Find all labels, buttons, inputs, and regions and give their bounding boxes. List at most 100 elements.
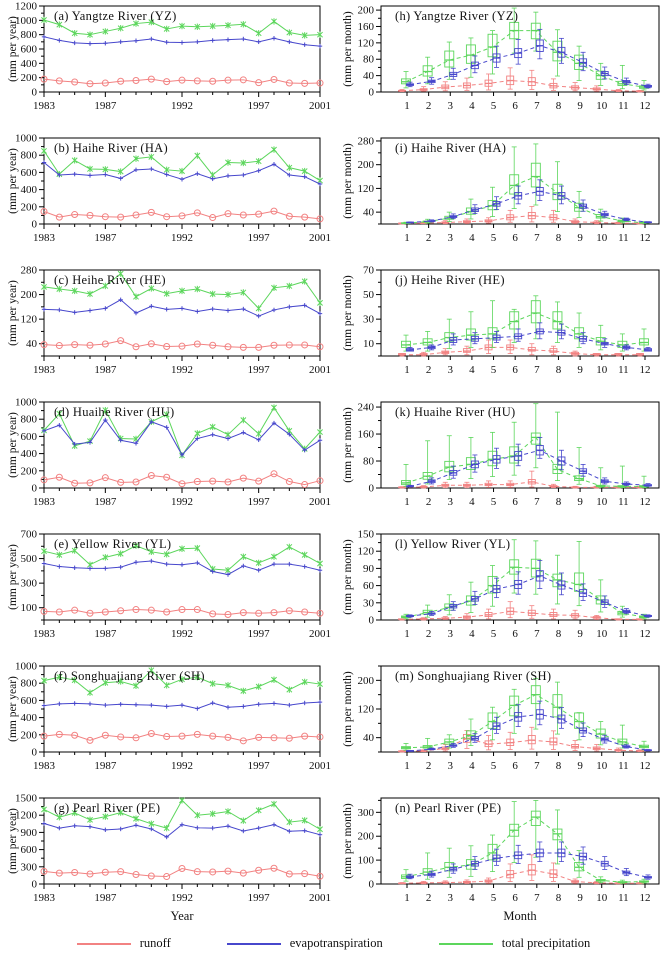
svg-text:10: 10 (596, 892, 608, 904)
svg-text:1500: 1500 (15, 793, 38, 805)
figure-row-4: 0 200 400 600 800 1000 1983 1987 1992 1997 2001 (d… (0, 396, 667, 528)
svg-text:6: 6 (512, 760, 518, 772)
y-axis-label: (mm per month) (342, 143, 354, 219)
legend-item-runoff: runoff (76, 936, 171, 951)
svg-text:10: 10 (596, 232, 608, 244)
svg-text:400: 400 (21, 184, 38, 196)
svg-text:30: 30 (363, 314, 375, 326)
svg-text:1983: 1983 (33, 760, 56, 772)
panel-title: (e) Yellow River (YL) (54, 537, 172, 551)
y-axis-label: (mm per year) (7, 148, 19, 214)
chart-yellow-annual: 100 300 500 700 1983 1987 1992 1997 2001 (21, 529, 332, 641)
svg-text:100: 100 (358, 855, 375, 867)
legend-item-total-precipitation: total precipitation (438, 936, 590, 951)
svg-text:0: 0 (369, 879, 375, 891)
svg-text:200: 200 (21, 465, 38, 477)
panel-m-songhuajiang-monthly: 40 120 200 1 2 3 4 5 6 7 8 9 10 11 12 (m) Songhuajiang… (335, 660, 667, 792)
svg-text:2001: 2001 (309, 628, 331, 640)
svg-text:2: 2 (426, 760, 432, 772)
svg-text:1992: 1992 (171, 232, 193, 244)
svg-text:8: 8 (556, 892, 562, 904)
chart-heihe-annual: 40 120 200 280 1983 1987 1992 1997 2001 (21, 265, 332, 377)
svg-text:1997: 1997 (248, 364, 271, 376)
svg-text:0: 0 (369, 87, 375, 99)
svg-text:800: 800 (21, 678, 38, 690)
svg-text:4: 4 (469, 892, 475, 904)
svg-text:1200: 1200 (15, 1, 38, 13)
svg-text:1987: 1987 (94, 364, 117, 376)
svg-text:4: 4 (469, 496, 475, 508)
svg-text:6: 6 (512, 496, 518, 508)
svg-text:9: 9 (577, 496, 583, 508)
svg-text:40: 40 (26, 338, 38, 350)
svg-text:7: 7 (534, 892, 540, 904)
y-axis-label: (mm per year) (7, 544, 19, 610)
svg-text:12: 12 (640, 760, 651, 772)
svg-text:5: 5 (491, 232, 497, 244)
y-axis-label: (mm per year) (7, 280, 19, 346)
svg-text:8: 8 (556, 232, 562, 244)
svg-text:4: 4 (469, 232, 475, 244)
svg-text:500: 500 (21, 553, 38, 565)
svg-text:12: 12 (640, 628, 651, 640)
svg-text:12: 12 (640, 496, 651, 508)
svg-text:600: 600 (21, 431, 38, 443)
svg-text:8: 8 (556, 760, 562, 772)
svg-text:280: 280 (358, 135, 375, 147)
svg-text:40: 40 (363, 70, 375, 82)
svg-text:9: 9 (577, 232, 583, 244)
legend-label: runoff (139, 936, 171, 950)
svg-text:9: 9 (577, 892, 583, 904)
svg-text:2: 2 (426, 892, 432, 904)
svg-text:50: 50 (363, 289, 375, 301)
svg-text:5: 5 (491, 628, 497, 640)
y-axis-label: (mm per month) (342, 671, 354, 747)
svg-text:1992: 1992 (171, 760, 193, 772)
evapotranspiration-line-swatch (226, 942, 281, 945)
y-axis-label: (mm per month) (342, 539, 354, 615)
chart-haihe-annual: 0 200 400 600 800 1000 1983 1987 1992 1997 2001 (15, 133, 331, 245)
svg-text:70: 70 (363, 265, 375, 277)
panel-g-pearl-annual: 0 300 600 900 1200 1500 1983 1987 1992 1997 2001 (… (0, 792, 335, 924)
chart-pearl-annual: 0 300 600 900 1200 1500 1983 1987 1992 1997 2001 (15, 793, 331, 905)
svg-text:200: 200 (21, 201, 38, 213)
svg-text:1997: 1997 (248, 496, 271, 508)
panel-title: (h) Yangtze River (YZ) (395, 9, 519, 23)
svg-text:90: 90 (363, 563, 375, 575)
svg-text:8: 8 (556, 100, 562, 112)
svg-text:200: 200 (21, 289, 38, 301)
svg-text:0: 0 (32, 219, 38, 231)
svg-text:10: 10 (596, 496, 608, 508)
panel-d-huaihe-annual: 0 200 400 600 800 1000 1983 1987 1992 1997 2001 (d… (0, 396, 335, 528)
svg-text:1000: 1000 (15, 661, 38, 673)
svg-text:1: 1 (404, 628, 410, 640)
svg-text:4: 4 (469, 364, 475, 376)
svg-text:2001: 2001 (309, 100, 331, 112)
svg-text:80: 80 (363, 54, 375, 66)
svg-text:400: 400 (21, 712, 38, 724)
svg-text:4: 4 (469, 100, 475, 112)
svg-text:5: 5 (491, 496, 497, 508)
svg-text:1997: 1997 (248, 100, 271, 112)
svg-text:2001: 2001 (309, 496, 331, 508)
panel-j-heihe-monthly: 10 30 50 70 1 2 3 4 5 6 7 8 9 10 11 12 (j) Heihe River … (335, 264, 667, 396)
panel-k-huaihe-monthly: 0 80 160 240 1 2 3 4 5 6 7 8 9 10 11 12 (k) Huaihe Rive… (335, 396, 667, 528)
svg-text:300: 300 (358, 807, 375, 819)
svg-text:1: 1 (404, 232, 410, 244)
svg-text:6: 6 (512, 100, 518, 112)
panel-title: (n) Pearl River (PE) (395, 801, 502, 815)
svg-text:150: 150 (358, 529, 375, 541)
svg-text:1983: 1983 (33, 892, 56, 904)
panel-title: (d) Huaihe River (HU) (54, 405, 175, 419)
svg-text:2001: 2001 (309, 232, 331, 244)
svg-text:1983: 1983 (33, 100, 56, 112)
svg-text:8: 8 (556, 628, 562, 640)
svg-text:5: 5 (491, 892, 497, 904)
legend: runoff evapotranspiration total precipit… (0, 924, 667, 980)
figure-row-6: 0 200 400 600 800 1000 1983 1987 1992 1997 2001 (f… (0, 660, 667, 792)
panel-b-haihe-annual: 0 200 400 600 800 1000 1983 1987 1992 1997 2001 (b… (0, 132, 335, 264)
